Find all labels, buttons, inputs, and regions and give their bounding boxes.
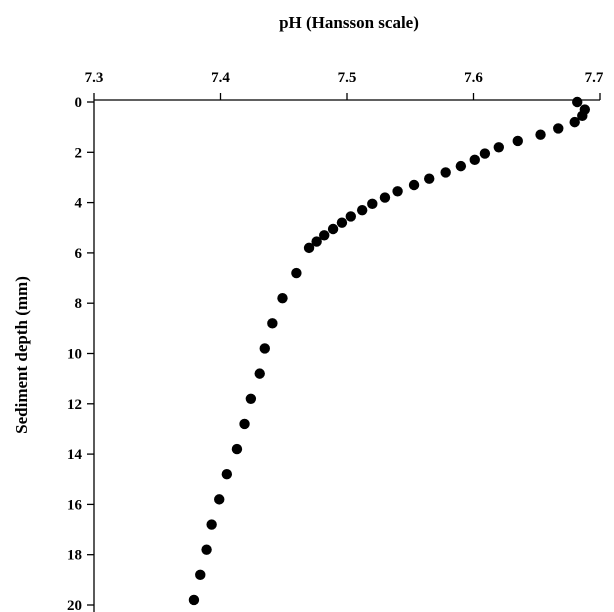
y-tick-label: 20 <box>67 598 82 612</box>
data-point <box>356 204 368 216</box>
data-point <box>195 569 206 581</box>
x-tick-label: 7.3 <box>85 70 104 86</box>
y-tick-label: 10 <box>67 347 82 363</box>
y-axis-ticks: 0 2 4 6 8 10 12 14 16 18 20 <box>67 95 94 612</box>
data-point <box>259 343 270 354</box>
data-point <box>214 494 225 505</box>
data-point <box>569 116 580 128</box>
data-point <box>367 198 378 210</box>
data-point <box>440 167 451 178</box>
y-tick-label: 12 <box>67 397 82 413</box>
data-point <box>201 544 212 555</box>
data-point <box>291 267 302 279</box>
data-point <box>239 418 250 430</box>
x-tick-label: 7.6 <box>464 70 483 86</box>
data-point <box>277 292 288 304</box>
x-axis-ticks: 7.3 7.4 7.5 7.6 7.7 <box>85 70 604 100</box>
y-tick-label: 6 <box>75 246 83 262</box>
data-point <box>493 142 504 153</box>
y-tick-label: 8 <box>75 296 83 312</box>
data-point <box>379 192 391 203</box>
data-point <box>535 129 546 140</box>
data-point <box>206 519 217 530</box>
data-point <box>345 211 356 222</box>
y-tick-label: 16 <box>67 497 83 513</box>
data-point <box>254 368 265 379</box>
data-point <box>221 469 233 480</box>
data-point <box>469 154 480 166</box>
data-point <box>424 173 435 184</box>
x-tick-label: 7.4 <box>211 70 230 86</box>
data-point <box>392 186 403 197</box>
y-tick-label: 4 <box>75 196 83 212</box>
data-point <box>319 230 330 241</box>
data-point <box>455 160 467 172</box>
data-point <box>311 236 322 247</box>
data-point <box>188 594 200 606</box>
y-tick-label: 2 <box>75 145 83 161</box>
x-tick-label: 7.7 <box>585 70 604 86</box>
data-point <box>408 179 420 191</box>
data-points <box>188 96 591 606</box>
data-point <box>336 217 348 228</box>
y-tick-label: 0 <box>75 95 83 111</box>
y-tick-label: 14 <box>67 447 83 463</box>
data-point <box>267 318 278 329</box>
y-tick-label: 18 <box>67 548 82 564</box>
data-point <box>572 96 583 108</box>
x-tick-label: 7.5 <box>338 70 357 86</box>
data-point <box>245 393 257 404</box>
data-point <box>303 242 315 254</box>
x-axis-title: pH (Hansson scale) <box>279 13 419 32</box>
data-point <box>512 135 523 147</box>
y-axis-title: Sediment depth (mm) <box>12 276 31 434</box>
data-point <box>479 148 491 159</box>
data-point <box>327 223 339 235</box>
data-point <box>577 110 588 122</box>
data-point <box>553 123 564 134</box>
data-point <box>231 443 243 455</box>
